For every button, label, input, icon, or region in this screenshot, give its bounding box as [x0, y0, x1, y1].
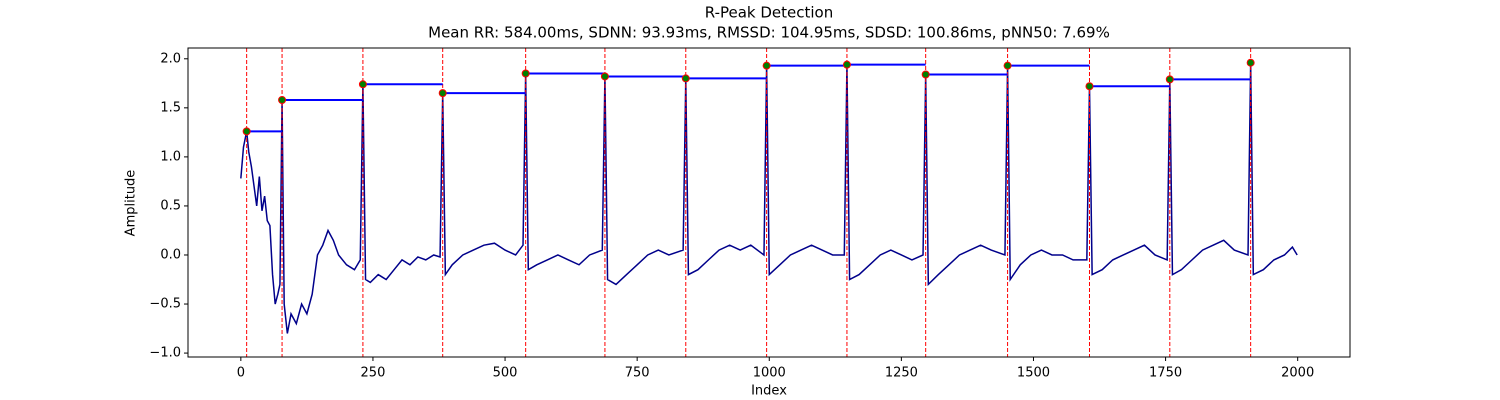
chart-title: R-Peak Detection: [705, 4, 833, 22]
peak-marker: [1085, 82, 1094, 91]
x-tick-label: 250: [361, 366, 386, 381]
plot-frame: [187, 47, 1351, 358]
y-axis-label: Amplitude: [124, 170, 139, 237]
chart-subtitle: Mean RR: 584.00ms, SDNN: 93.93ms, RMSSD:…: [428, 24, 1110, 42]
peak-marker: [438, 89, 447, 98]
x-tick-label: 0: [237, 366, 245, 381]
peak-marker: [600, 72, 609, 81]
peak-marker: [762, 61, 771, 70]
x-tick-label: 1000: [753, 366, 786, 381]
x-tick-label: 1500: [1017, 366, 1050, 381]
peak-marker: [521, 69, 530, 78]
x-tick-label: 2000: [1281, 366, 1314, 381]
x-tick-label: 1250: [885, 366, 918, 381]
peak-marker: [278, 95, 287, 104]
peak-marker: [1003, 61, 1012, 70]
y-tick-label: 1.5: [160, 100, 181, 115]
x-tick-label: 1750: [1149, 366, 1182, 381]
peak-marker: [1165, 75, 1174, 84]
peak-marker: [842, 60, 851, 69]
x-tick-label: 500: [493, 366, 518, 381]
y-tick-label: 2.0: [160, 51, 181, 66]
y-tick-label: 1.0: [160, 149, 181, 164]
y-tick-label: −0.5: [149, 297, 181, 312]
peak-marker: [681, 74, 690, 83]
peak-marker: [358, 80, 367, 89]
y-tick-label: 0.5: [160, 198, 181, 213]
y-tick-label: −1.0: [149, 346, 181, 361]
peak-marker: [1246, 58, 1255, 67]
x-tick-label: 750: [625, 366, 650, 381]
signal-line: [240, 62, 1298, 334]
y-tick-label: 0.0: [160, 247, 181, 262]
x-axis-label: Index: [751, 384, 787, 399]
peak-marker: [242, 127, 251, 136]
peak-marker: [921, 70, 930, 79]
